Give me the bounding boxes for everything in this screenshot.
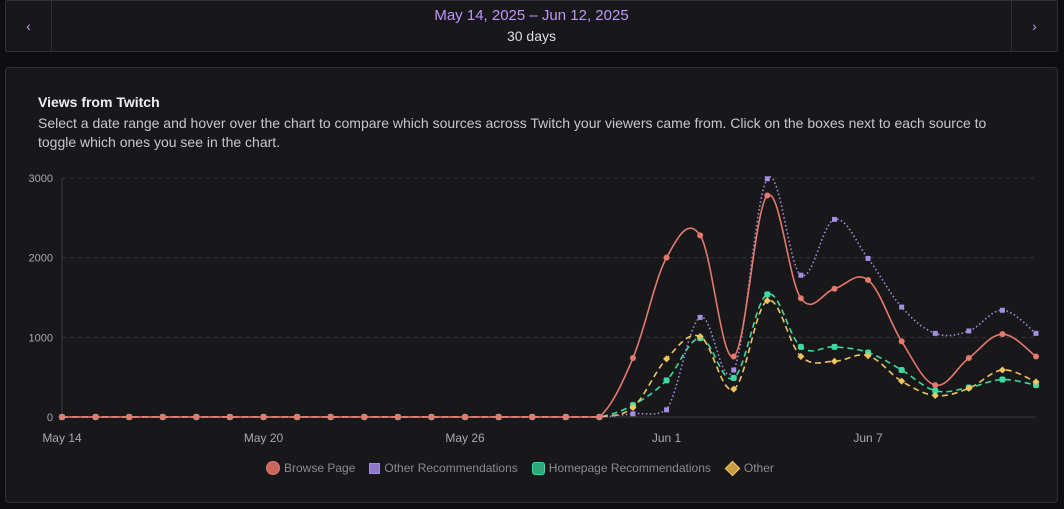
point-browse-page	[596, 414, 603, 420]
panel-title: Views from Twitch	[38, 94, 160, 110]
point-other-recommendations	[731, 367, 737, 373]
legend-item-homepage-recommendations[interactable]: Homepage Recommendations	[531, 461, 711, 475]
point-other	[898, 377, 906, 385]
x-tick-label: Jun 7	[853, 431, 883, 445]
point-homepage-recommendations	[764, 291, 771, 298]
legend-swatch-other[interactable]	[724, 460, 741, 476]
y-tick-label: 2000	[29, 253, 53, 265]
point-browse-page	[361, 414, 368, 420]
point-browse-page	[1033, 353, 1039, 360]
date-range-label: May 14, 2025 – Jun 12, 2025	[434, 7, 629, 24]
point-browse-page	[629, 355, 636, 362]
point-browse-page	[495, 414, 502, 420]
point-other	[730, 385, 738, 393]
date-range-days: 30 days	[506, 28, 557, 44]
point-homepage-recommendations	[797, 343, 804, 350]
legend-label: Other Recommendations	[384, 461, 518, 475]
point-other	[696, 333, 704, 341]
legend-swatch-homepage-recommendations[interactable]	[531, 461, 545, 475]
point-browse-page	[92, 414, 99, 420]
point-other-recommendations	[899, 304, 905, 310]
legend-swatch-other-recommendations[interactable]	[369, 462, 381, 474]
point-browse-page	[294, 414, 301, 420]
point-other	[998, 366, 1006, 374]
point-other-recommendations	[831, 216, 837, 222]
point-browse-page	[932, 382, 939, 389]
point-other	[663, 355, 671, 363]
point-homepage-recommendations	[898, 366, 905, 373]
point-other	[629, 403, 637, 411]
point-browse-page	[226, 414, 233, 420]
point-browse-page	[865, 276, 872, 283]
prev-range-button[interactable]: ‹	[6, 1, 52, 51]
point-browse-page	[126, 414, 133, 420]
chart-legend: Browse Page Other Recommendations Homepage…	[266, 460, 774, 476]
point-browse-page	[394, 414, 401, 420]
point-other	[965, 384, 973, 392]
point-other-recommendations	[664, 407, 670, 413]
point-other-recommendations	[932, 330, 938, 336]
date-range-bar: ‹ May 14, 2025 – Jun 12, 2025 30 days ›	[5, 0, 1058, 52]
point-browse-page	[327, 414, 334, 420]
legend-item-browse-page[interactable]: Browse Page	[266, 461, 355, 475]
point-browse-page	[462, 414, 469, 420]
point-other	[797, 352, 805, 360]
point-browse-page	[562, 414, 569, 420]
x-tick-label: May 14	[42, 431, 82, 445]
y-tick-label: 0	[47, 412, 53, 424]
point-browse-page	[159, 414, 166, 420]
point-homepage-recommendations	[932, 387, 939, 394]
point-other-recommendations	[697, 314, 703, 320]
point-homepage-recommendations	[730, 374, 737, 381]
next-range-button[interactable]: ›	[1011, 1, 1057, 51]
point-browse-page	[428, 414, 435, 420]
series-line-homepage-recommendations	[62, 293, 1037, 418]
point-other	[864, 352, 872, 360]
point-browse-page	[730, 353, 737, 360]
x-tick-label: Jun 1	[652, 431, 682, 445]
point-other	[830, 357, 839, 365]
x-tick-label: May 20	[244, 431, 284, 445]
y-tick-label: 3000	[29, 173, 53, 185]
point-homepage-recommendations	[999, 376, 1006, 383]
point-browse-page	[764, 192, 771, 199]
point-homepage-recommendations	[663, 377, 670, 384]
point-browse-page	[898, 338, 905, 345]
point-browse-page	[697, 232, 704, 239]
legend-swatch-browse-page[interactable]	[266, 461, 280, 475]
legend-label: Browse Page	[284, 461, 356, 475]
point-other-recommendations	[630, 411, 636, 417]
legend-label: Other	[743, 461, 774, 475]
point-browse-page	[260, 414, 267, 420]
chevron-left-icon: ‹	[26, 18, 31, 34]
point-other-recommendations	[798, 272, 804, 278]
views-panel: Views from Twitch Select a date range an…	[5, 67, 1058, 503]
point-other-recommendations	[865, 255, 871, 261]
point-homepage-recommendations	[831, 343, 838, 350]
point-browse-page	[193, 414, 200, 420]
point-browse-page	[965, 355, 972, 362]
chevron-right-icon: ›	[1032, 18, 1037, 34]
point-other	[931, 391, 939, 400]
point-other-recommendations	[966, 328, 972, 334]
point-browse-page	[59, 414, 65, 420]
x-tick-label: May 26	[445, 431, 485, 445]
legend-label: Homepage Recommendations	[548, 461, 711, 475]
point-browse-page	[831, 285, 838, 292]
point-other-recommendations	[764, 176, 770, 182]
point-other-recommendations	[999, 307, 1005, 313]
legend-item-other-recommendations[interactable]: Other Recommendations	[369, 461, 518, 475]
point-browse-page	[529, 414, 536, 420]
point-other	[763, 297, 771, 305]
y-tick-label: 1000	[29, 332, 53, 344]
views-line-chart[interactable]: 0 1000 2000 3000 May 14 May 20 May 26 Jun 1 Jun …	[6, 68, 1057, 448]
point-browse-page	[797, 295, 804, 302]
series-line-browse-page	[62, 194, 1037, 418]
point-browse-page	[999, 331, 1006, 338]
point-browse-page	[663, 254, 670, 261]
point-other-recommendations	[1033, 330, 1039, 336]
legend-item-other[interactable]: Other	[724, 460, 774, 476]
series-line-other-recommendations	[62, 176, 1037, 418]
panel-description: Select a date range and hover over the c…	[38, 115, 987, 150]
